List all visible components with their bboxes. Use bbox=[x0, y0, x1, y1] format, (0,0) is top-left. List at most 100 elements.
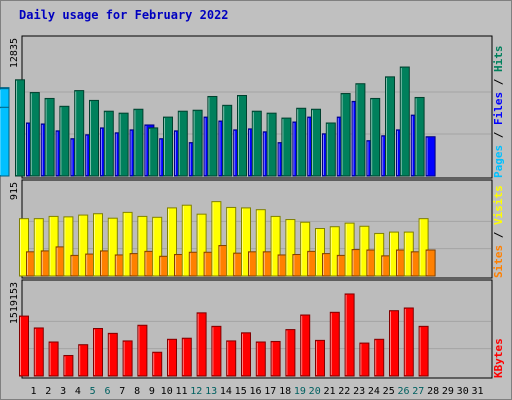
bar-visits-day-9 bbox=[137, 215, 148, 277]
x-tick-label: 8 bbox=[134, 386, 140, 397]
legend-files: Files bbox=[492, 92, 505, 125]
x-tick-label: 16 bbox=[249, 386, 261, 397]
panel-series-labels: Sites / Visits bbox=[492, 185, 505, 278]
bar-hits-day-18 bbox=[266, 112, 277, 177]
x-tick-label: 13 bbox=[205, 386, 217, 397]
bar-visits-day-3 bbox=[48, 215, 59, 277]
bar-hits-day-10 bbox=[148, 127, 159, 177]
x-tick-label: 17 bbox=[264, 386, 276, 397]
panel-max-label: 915 bbox=[9, 182, 20, 200]
x-tick-label: 27 bbox=[412, 386, 424, 397]
bar-kbytes-day-11 bbox=[167, 338, 177, 377]
bar-kbytes-day-19 bbox=[285, 329, 296, 377]
bar-kbytes-day-4 bbox=[63, 354, 74, 377]
bar-kbytes-day-22 bbox=[329, 311, 340, 377]
x-tick-label: 3 bbox=[60, 386, 66, 397]
chart-title: Daily usage for February 2022 bbox=[19, 8, 229, 22]
x-tick-label: 1 bbox=[30, 386, 36, 397]
x-tick-label: 18 bbox=[279, 386, 291, 397]
bar-visits-day-6 bbox=[93, 213, 103, 277]
x-tick-label: 22 bbox=[338, 386, 350, 397]
bar-visits-day-1 bbox=[19, 218, 29, 277]
bar-kbytes-day-27 bbox=[403, 307, 414, 377]
bar-hits-day-26 bbox=[385, 76, 395, 177]
x-tick-label: 29 bbox=[442, 386, 454, 397]
bar-visits-day-16 bbox=[241, 207, 251, 277]
x-tick-label: 20 bbox=[309, 386, 321, 397]
bar-kbytes-day-10 bbox=[152, 351, 163, 377]
bar-visits-day-2 bbox=[33, 218, 44, 277]
bar-hits-day-11 bbox=[163, 116, 173, 177]
bar-hits-day-28 bbox=[414, 96, 425, 177]
bar-hits-day-20 bbox=[296, 107, 307, 177]
bar-kbytes-day-14 bbox=[211, 325, 222, 377]
bar-hits-day-17 bbox=[251, 110, 262, 177]
bar-kbytes-day-25 bbox=[374, 338, 385, 377]
bar-visits-day-19 bbox=[285, 219, 296, 277]
x-tick-label: 28 bbox=[427, 386, 439, 397]
x-tick-label: 11 bbox=[175, 386, 187, 397]
legend-kbytes: KBytes bbox=[492, 338, 505, 378]
bar-visits-day-25 bbox=[374, 232, 385, 277]
legend-hits: Hits bbox=[492, 46, 505, 73]
legend-pages: Pages bbox=[492, 145, 505, 178]
bar-visits-day-18 bbox=[270, 215, 281, 277]
x-tick-label: 24 bbox=[368, 386, 380, 397]
panel-hits-files-pages: 12835 Pages / Files / Hits bbox=[0, 35, 505, 179]
bar-visits-day-20 bbox=[300, 221, 311, 277]
panel-series-labels: Pages / Files / Hits bbox=[492, 46, 505, 179]
label-separator: / bbox=[492, 225, 505, 245]
bar-visits-day-8 bbox=[122, 211, 133, 277]
bar-visits-day-15 bbox=[226, 206, 237, 277]
panel-series-labels: KBytes bbox=[492, 338, 505, 378]
bar-kbytes-day-3 bbox=[48, 341, 59, 377]
bar-files-day-28 bbox=[425, 136, 436, 177]
bar-hits-day-4 bbox=[59, 105, 70, 177]
x-tick-label: 26 bbox=[397, 386, 409, 397]
bar-kbytes-day-18 bbox=[270, 340, 281, 377]
x-tick-label: 7 bbox=[119, 386, 125, 397]
bar-hits-day-15 bbox=[222, 104, 233, 177]
bar-kbytes-day-21 bbox=[315, 339, 325, 377]
panel-max-label: 12835 bbox=[9, 38, 20, 68]
bar-kbytes-day-2 bbox=[33, 327, 44, 377]
bar-kbytes-day-8 bbox=[122, 340, 133, 377]
bar-visits-day-13 bbox=[196, 213, 207, 277]
panel-max-label: 1519153 bbox=[9, 282, 20, 324]
x-tick-label: 25 bbox=[383, 386, 395, 397]
x-tick-label: 6 bbox=[104, 386, 110, 397]
bar-kbytes-day-23 bbox=[344, 293, 355, 377]
bar-visits-day-17 bbox=[255, 209, 266, 277]
bar-kbytes-day-24 bbox=[359, 342, 370, 377]
label-separator: / bbox=[492, 72, 505, 92]
x-tick-label: 5 bbox=[90, 386, 96, 397]
bar-kbytes-day-6 bbox=[93, 327, 103, 377]
bar-kbytes-day-17 bbox=[255, 341, 266, 377]
bar-kbytes-day-9 bbox=[137, 324, 148, 377]
bar-kbytes-day-13 bbox=[196, 312, 207, 377]
bar-hits-day-9 bbox=[133, 108, 144, 177]
bar-hits-day-13 bbox=[192, 109, 203, 177]
bar-kbytes-day-28 bbox=[418, 325, 429, 377]
x-axis: 1 2 3 4 5 6 7 8 9 10 11 12 13 14 15 16 17 18 19 20 21 22 23 24 2… bbox=[30, 386, 483, 397]
bar-hits-day-6 bbox=[89, 99, 99, 177]
bar-hits-day-21 bbox=[311, 108, 321, 177]
x-tick-label: 23 bbox=[353, 386, 365, 397]
bar-visits-day-21 bbox=[315, 228, 325, 277]
x-tick-label: 10 bbox=[161, 386, 173, 397]
bar-kbytes-day-5 bbox=[78, 344, 89, 377]
bar-visits-day-12 bbox=[181, 204, 192, 277]
legend-visits: Visits bbox=[492, 185, 505, 225]
x-tick-label: 30 bbox=[457, 386, 469, 397]
bar-hits-day-3 bbox=[44, 97, 55, 177]
x-tick-label: 21 bbox=[323, 386, 335, 397]
bar-sites-day-28 bbox=[425, 249, 436, 277]
bar-kbytes-day-12 bbox=[181, 337, 192, 377]
bar-kbytes-day-7 bbox=[107, 332, 118, 377]
bar-hits-day-22 bbox=[325, 122, 336, 177]
bar-visits-day-11 bbox=[167, 207, 177, 277]
panel-visits-sites: 915 Sites / Visits bbox=[9, 179, 505, 279]
bar-pages-day-28 bbox=[0, 106, 10, 177]
bar-kbytes-day-1 bbox=[19, 315, 29, 377]
